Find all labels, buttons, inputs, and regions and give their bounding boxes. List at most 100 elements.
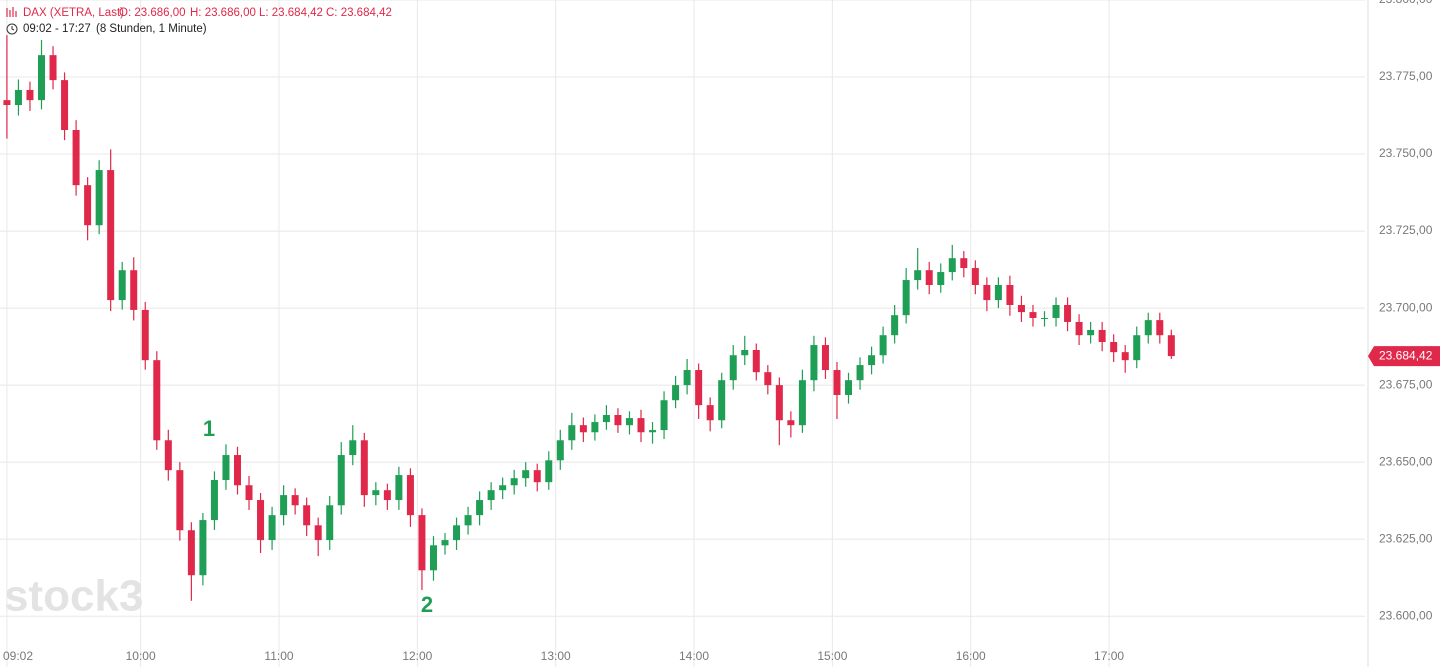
- candle-body: [303, 505, 311, 526]
- candle-body: [614, 415, 622, 426]
- candle-body: [591, 422, 599, 433]
- candle-body: [141, 309, 149, 361]
- candle-body: [84, 185, 92, 226]
- candle-body: [683, 370, 691, 386]
- annotation: 2: [421, 592, 433, 617]
- candle-body: [718, 380, 726, 421]
- candle-body: [49, 55, 57, 81]
- candle-body: [637, 418, 645, 433]
- candle-body: [948, 258, 956, 273]
- candle-body: [994, 284, 1002, 301]
- candle-body: [1064, 305, 1072, 322]
- candle-body: [1110, 341, 1118, 353]
- candle-body: [199, 520, 207, 576]
- candle-body: [1029, 312, 1037, 318]
- x-tick-label: 16:00: [956, 649, 986, 663]
- x-tick-label: 11:00: [264, 649, 293, 663]
- candle-body: [499, 485, 507, 491]
- candle-body: [649, 430, 657, 433]
- candle-body: [26, 89, 34, 101]
- candle-body: [337, 455, 345, 506]
- candle-body: [1167, 335, 1175, 357]
- candle-body: [187, 530, 195, 576]
- header: DAX (XETRA, Last) O: 23.686,00 H: 23.686…: [6, 7, 392, 35]
- candle-body: [1075, 321, 1083, 336]
- candle-body: [1041, 317, 1049, 319]
- x-tick-label: 13:00: [541, 649, 571, 663]
- candle-body: [1098, 329, 1106, 342]
- candle-body: [833, 370, 841, 395]
- ohlc-label: C: 23.684,42: [326, 7, 392, 19]
- candle-body: [268, 515, 276, 541]
- candle-body: [326, 505, 334, 541]
- candle-body: [775, 385, 783, 421]
- candle-body: [545, 460, 553, 483]
- candle-body: [914, 270, 922, 281]
- candle-body: [487, 490, 495, 501]
- candle-body: [1052, 305, 1060, 318]
- candle-body: [1133, 335, 1141, 361]
- candle-body: [695, 370, 703, 406]
- candle-body: [429, 545, 437, 571]
- candle-body: [660, 400, 668, 431]
- candle-body: [222, 455, 230, 481]
- candle-body: [1017, 305, 1025, 313]
- candle-body: [107, 170, 115, 301]
- candle-body: [879, 335, 887, 356]
- candle-body: [395, 475, 403, 501]
- candle-body: [1087, 329, 1095, 336]
- x-tick-label: 14:00: [679, 649, 709, 663]
- candle-body: [280, 495, 288, 516]
- y-tick-label: 23.800,00: [1379, 0, 1433, 6]
- x-tick-label: 15:00: [817, 649, 847, 663]
- candle-body: [971, 268, 979, 285]
- candle-body: [856, 365, 864, 381]
- candle-body: [1006, 284, 1014, 306]
- y-tick-label: 23.725,00: [1379, 223, 1433, 237]
- candle-body: [257, 500, 265, 541]
- candle-body: [672, 385, 680, 401]
- candle-body: [533, 470, 541, 483]
- watermark: stock3: [4, 572, 143, 621]
- candle-body: [210, 480, 218, 521]
- candle-body: [556, 440, 564, 461]
- candle-body: [568, 425, 576, 441]
- candle-body: [14, 89, 22, 106]
- bars-icon: [6, 7, 17, 17]
- ohlc-label: H: 23.686,00: [190, 7, 256, 19]
- candle-body: [706, 405, 714, 421]
- candle-body: [153, 360, 161, 441]
- candle-body: [821, 345, 829, 371]
- candle-body: [118, 270, 126, 301]
- candle-body: [61, 80, 69, 131]
- annotation: 1: [203, 416, 215, 441]
- candle-body: [764, 372, 772, 386]
- ohlc-label: L: 23.684,42: [259, 7, 323, 19]
- chart-title: DAX (XETRA, Last): [23, 7, 124, 19]
- candle-body: [72, 130, 80, 186]
- period: 09:02 - 17:27: [23, 23, 91, 35]
- y-tick-label: 23.750,00: [1379, 146, 1433, 160]
- candle-body: [476, 500, 484, 516]
- candle-body: [95, 170, 103, 226]
- candle-body: [960, 258, 968, 269]
- candle-body: [38, 55, 46, 101]
- candle-body: [245, 485, 253, 501]
- x-tick-label: 10:00: [126, 649, 156, 663]
- candle-body: [845, 380, 853, 395]
- y-tick-label: 23.650,00: [1379, 454, 1433, 468]
- last-price-label: 23.684,42: [1379, 348, 1433, 362]
- candle-body: [891, 315, 899, 336]
- candle-body: [937, 272, 945, 285]
- candle-body: [522, 470, 530, 479]
- candle-body: [752, 349, 760, 373]
- candle-body: [464, 515, 472, 526]
- grid: [0, 0, 1369, 667]
- candle-body: [291, 495, 299, 506]
- candle-body: [625, 418, 633, 426]
- candle-body: [1144, 320, 1152, 336]
- candle-body: [983, 284, 991, 301]
- candle-body: [360, 440, 368, 496]
- candle-body: [602, 415, 610, 423]
